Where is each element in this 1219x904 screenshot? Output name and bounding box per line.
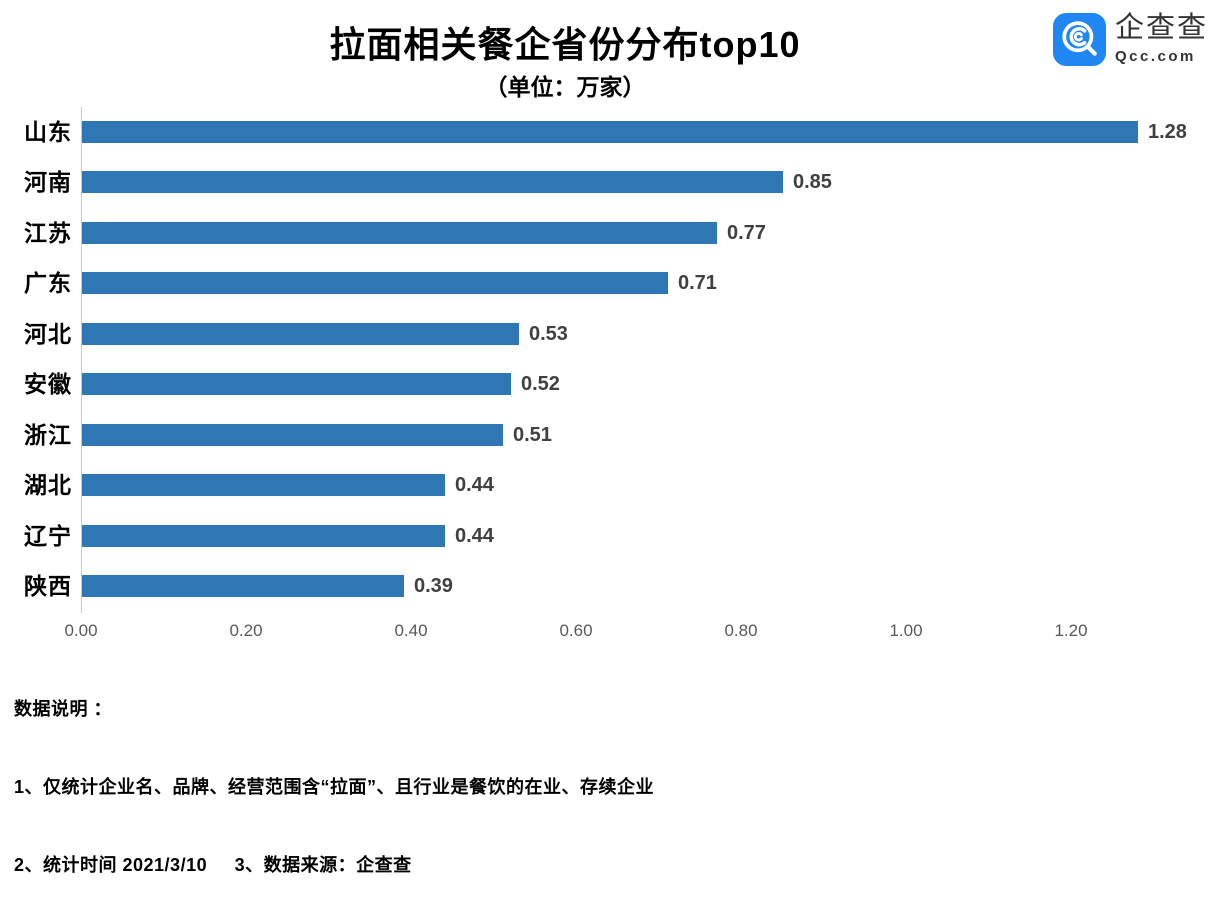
category-label: 浙江: [24, 422, 72, 448]
category-label: 广东: [24, 270, 72, 296]
x-tick-label: 1.00: [889, 621, 923, 640]
x-tick-label: 1.20: [1054, 621, 1088, 640]
bar: [82, 373, 511, 395]
qcc-logo-name: 企查查: [1114, 12, 1208, 44]
bar: [82, 171, 783, 193]
chart-subtitle: （单位：万家）: [484, 74, 646, 100]
qcc-logo-icon: [1052, 13, 1106, 66]
value-label: 0.51: [513, 424, 552, 446]
bar-row: 河北 0.53: [0, 321, 1219, 347]
x-tick-label: 0.60: [559, 621, 593, 640]
bar-row: 浙江 0.51: [0, 422, 1219, 448]
bar: [82, 575, 404, 597]
x-tick-label: 0.80: [724, 621, 758, 640]
category-label: 辽宁: [24, 523, 72, 549]
value-label: 1.28: [1148, 121, 1187, 143]
bar: [82, 272, 668, 294]
value-label: 0.85: [793, 171, 832, 193]
bar: [82, 474, 445, 496]
category-label: 河南: [24, 169, 72, 195]
notes-line-1: 1、仅统计企业名、品牌、经营范围含“拉面”、且行业是餐饮的在业、存续企业: [14, 777, 655, 797]
category-label: 湖北: [24, 472, 72, 498]
category-label: 陕西: [24, 573, 72, 599]
notes-line-2: 2、统计时间 2021/3/10 3、数据来源：企查查: [14, 855, 412, 875]
category-label: 安徽: [24, 371, 72, 397]
qcc-logo-text: 企查查 Qcc.com: [1114, 12, 1208, 66]
category-label: 河北: [24, 321, 72, 347]
category-label: 山东: [24, 119, 72, 145]
bar: [82, 424, 503, 446]
bar: [82, 525, 445, 547]
bar-row: 江苏 0.77: [0, 220, 1219, 246]
qcc-logo-domain: Qcc.com: [1114, 48, 1196, 65]
bar-row: 山东 1.28: [0, 119, 1219, 145]
x-tick-label: 0.20: [229, 621, 263, 640]
category-label: 江苏: [24, 220, 72, 246]
value-label: 0.53: [529, 323, 568, 345]
x-tick-label: 0.40: [394, 621, 428, 640]
bar: [82, 121, 1138, 143]
value-label: 0.52: [521, 373, 560, 395]
value-label: 0.77: [727, 222, 766, 244]
bar-row: 陕西 0.39: [0, 573, 1219, 599]
notes: 数据说明 ： 1、仅统计企业名、品牌、经营范围含“拉面”、且行业是餐饮的在业、存…: [14, 644, 654, 904]
chart-title: 拉面相关餐企省份分布top10: [329, 24, 801, 65]
qcc-logo: 企查查 Qcc.com: [1052, 12, 1208, 66]
bar-row: 湖北 0.44: [0, 472, 1219, 498]
value-label: 0.44: [455, 474, 494, 496]
value-label: 0.44: [455, 525, 494, 547]
value-label: 0.39: [414, 575, 453, 597]
y-axis-line: [81, 107, 82, 613]
x-tick-label: 0.00: [64, 621, 98, 640]
bar-row: 广东 0.71: [0, 270, 1219, 296]
value-label: 0.71: [678, 272, 717, 294]
bar: [82, 323, 519, 345]
bar-row: 辽宁 0.44: [0, 523, 1219, 549]
bar-row: 安徽 0.52: [0, 371, 1219, 397]
bar-chart: 山东 1.28 河南 0.85 江苏 0.77 广东 0.71 河北 0.53 安徽 0.52 浙江 0.…: [0, 105, 1219, 645]
bar-row: 河南 0.85: [0, 169, 1219, 195]
notes-heading: 数据说明 ：: [14, 699, 113, 719]
bar: [82, 222, 717, 244]
